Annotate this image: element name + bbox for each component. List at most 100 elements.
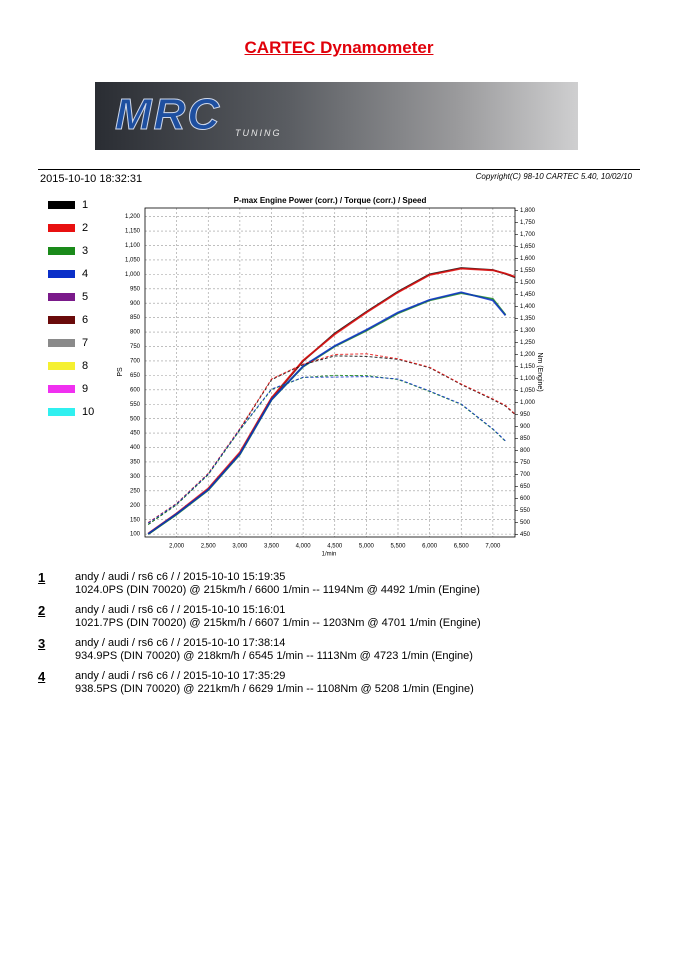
y2-tick-label: 1,550 <box>520 268 536 274</box>
torque-line <box>147 374 506 525</box>
y-tick-label: 350 <box>130 460 141 466</box>
legend-label: 1 <box>82 199 88 211</box>
y2-tick-label: 1,200 <box>520 352 536 358</box>
chart: P-max Engine Power (corr.) / Torque (cor… <box>48 196 543 558</box>
y2-tick-label: 1,350 <box>520 316 536 322</box>
legend-swatch <box>48 408 75 416</box>
y2-tick-label: 550 <box>520 508 531 514</box>
legend-label: 3 <box>82 245 88 257</box>
torque-line <box>147 353 516 524</box>
y-tick-label: 750 <box>130 344 141 350</box>
y2-tick-label: 1,250 <box>520 340 536 346</box>
y-tick-label: 1,000 <box>125 272 141 278</box>
y-tick-label: 100 <box>130 532 141 538</box>
legend-label: 7 <box>82 337 88 349</box>
legend-swatch <box>48 201 75 209</box>
y2-tick-label: 850 <box>520 436 531 442</box>
run-text: andy / audi / rs6 c6 / / 2015-10-10 17:3… <box>75 670 474 696</box>
run-line: 1024.0PS (DIN 70020) @ 215km/h / 6600 1/… <box>75 584 480 596</box>
y-tick-label: 200 <box>130 503 141 509</box>
y-tick-label: 300 <box>130 474 141 480</box>
legend-label: 4 <box>82 268 88 280</box>
x-tick-label: 7,000 <box>485 544 501 550</box>
y-tick-label: 1,100 <box>125 243 141 249</box>
y2-tick-label: 1,650 <box>520 244 536 250</box>
y-tick-label: 600 <box>130 387 141 393</box>
title: CARTEC Dynamometer <box>244 38 434 57</box>
copyright: Copyright(C) 98-10 CARTEC 5.40, 10/02/10 <box>475 172 632 181</box>
y2-tick-label: 1,400 <box>520 304 536 310</box>
y-tick-label: 450 <box>130 431 141 437</box>
run-text: andy / audi / rs6 c6 / / 2015-10-10 15:1… <box>75 604 481 630</box>
y2-tick-label: 1,600 <box>520 256 536 262</box>
y-axis-label: PS <box>117 367 124 377</box>
banner: MRC TUNING <box>95 82 578 150</box>
y-tick-label: 700 <box>130 359 141 365</box>
y-tick-label: 950 <box>130 286 141 292</box>
run-text: andy / audi / rs6 c6 / / 2015-10-10 17:3… <box>75 637 473 663</box>
power-line <box>147 292 507 535</box>
y-tick-label: 1,150 <box>125 229 141 235</box>
legend-swatch <box>48 385 75 393</box>
x-tick-label: 5,000 <box>359 544 375 550</box>
chart-title: P-max Engine Power (corr.) / Torque (cor… <box>234 196 427 205</box>
y2-tick-label: 450 <box>520 532 531 538</box>
legend-swatch <box>48 316 75 324</box>
y2-tick-label: 750 <box>520 460 531 466</box>
y-tick-label: 800 <box>130 330 141 336</box>
legend-swatch <box>48 224 75 232</box>
logo-sub: TUNING <box>235 128 282 138</box>
run-line: andy / audi / rs6 c6 / / 2015-10-10 17:3… <box>75 637 286 649</box>
y-tick-label: 550 <box>130 402 141 408</box>
date: 2015-10-10 18:32:31 <box>40 173 143 185</box>
y-tick-label: 850 <box>130 315 141 321</box>
legend-swatch <box>48 247 75 255</box>
torque-line <box>147 355 516 525</box>
run-line: 938.5PS (DIN 70020) @ 221km/h / 6629 1/m… <box>75 683 474 695</box>
y2-tick-label: 1,050 <box>520 388 536 394</box>
y2-axis-label: Nm (Engine) <box>536 352 543 391</box>
y2-tick-label: 500 <box>520 520 531 526</box>
run-text: andy / audi / rs6 c6 / / 2015-10-10 15:1… <box>75 571 480 597</box>
x-tick-label: 6,000 <box>422 544 438 550</box>
y2-tick-label: 650 <box>520 484 531 490</box>
legend-swatch <box>48 270 75 278</box>
power-line <box>147 291 507 535</box>
x-tick-label: 5,500 <box>390 544 406 550</box>
y2-tick-label: 1,150 <box>520 364 536 370</box>
y2-tick-label: 1,450 <box>520 292 536 298</box>
run-line: andy / audi / rs6 c6 / / 2015-10-10 17:3… <box>75 670 286 682</box>
run-number: 2 <box>38 603 46 618</box>
rule <box>38 169 640 170</box>
torque-line <box>147 376 506 524</box>
run-line: andy / audi / rs6 c6 / / 2015-10-10 15:1… <box>75 604 286 616</box>
run-number: 4 <box>38 669 46 684</box>
legend-label: 6 <box>82 314 88 326</box>
y-tick-label: 250 <box>130 488 141 494</box>
y2-tick-label: 1,500 <box>520 280 536 286</box>
y-tick-label: 1,200 <box>125 214 141 220</box>
y2-tick-label: 800 <box>520 448 531 454</box>
y2-tick-label: 950 <box>520 412 531 418</box>
logo: MRC <box>114 90 222 140</box>
legend-swatch <box>48 339 75 347</box>
y2-tick-label: 1,800 <box>520 208 536 214</box>
run-line: 1021.7PS (DIN 70020) @ 215km/h / 6607 1/… <box>75 617 481 629</box>
plot-frame <box>144 207 516 538</box>
y2-tick-label: 1,100 <box>520 376 536 382</box>
x-tick-label: 3,000 <box>232 544 248 550</box>
legend-label: 9 <box>82 383 88 395</box>
y2-tick-label: 700 <box>520 472 531 478</box>
x-tick-label: 3,500 <box>264 544 280 550</box>
legend-label: 2 <box>82 222 88 234</box>
y-tick-label: 150 <box>130 517 141 523</box>
run-number: 1 <box>38 570 46 585</box>
legend-label: 8 <box>82 360 88 372</box>
legend-swatch <box>48 293 75 301</box>
x-tick-label: 4,500 <box>327 544 343 550</box>
run-number: 3 <box>38 636 46 651</box>
x-tick-label: 6,500 <box>454 544 470 550</box>
x-tick-label: 2,500 <box>201 544 217 550</box>
run-line: andy / audi / rs6 c6 / / 2015-10-10 15:1… <box>75 571 286 583</box>
